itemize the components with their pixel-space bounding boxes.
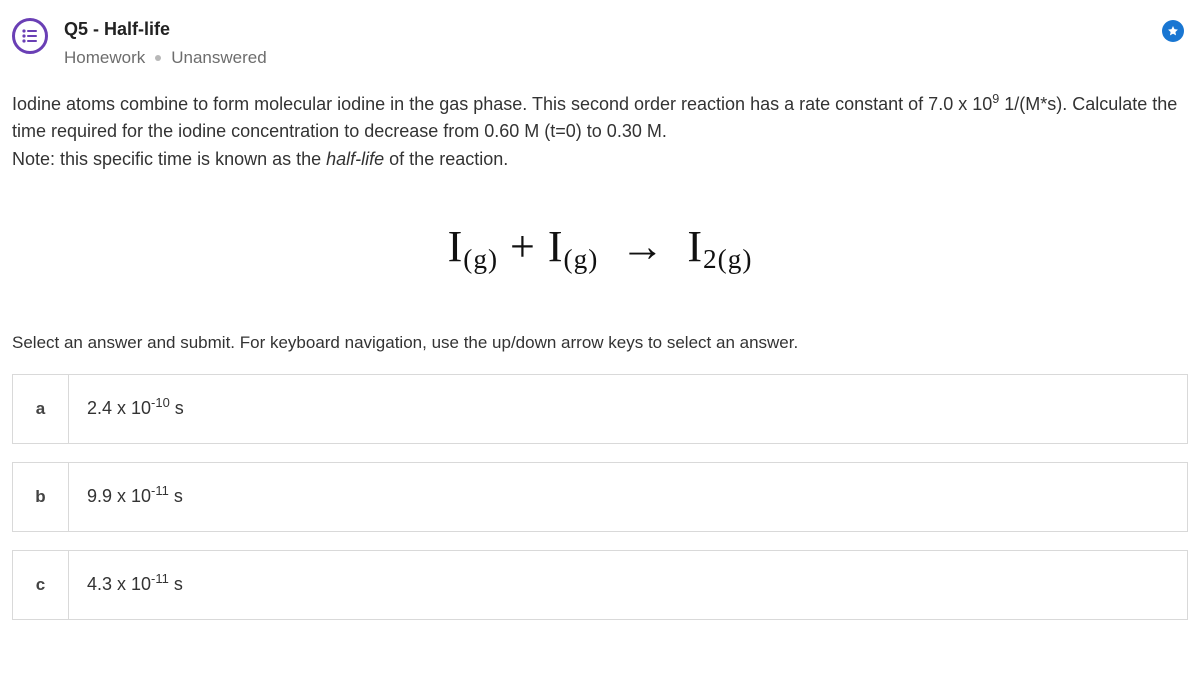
eq-lhs1-sub: (g) xyxy=(463,244,498,274)
option-coef: 9.9 x 10 xyxy=(87,486,151,506)
equation: I(g) + I(g) → I2(g) xyxy=(12,214,1188,280)
option-b[interactable]: b 9.9 x 10-11 s xyxy=(12,462,1188,532)
title-block: Q5 - Half-life Homework Unanswered xyxy=(64,16,1146,71)
arrow-icon: → xyxy=(620,214,665,280)
option-unit: s xyxy=(170,398,184,418)
question-category: Homework xyxy=(64,45,145,71)
option-text: 4.3 x 10-11 s xyxy=(69,551,1187,619)
option-text: 2.4 x 10-10 s xyxy=(69,375,1187,443)
eq-plus: + xyxy=(510,222,548,271)
option-unit: s xyxy=(169,486,183,506)
option-a[interactable]: a 2.4 x 10-10 s xyxy=(12,374,1188,444)
problem-line2b: of the reaction. xyxy=(384,149,508,169)
question-status: Unanswered xyxy=(171,45,266,71)
option-exp: -11 xyxy=(151,571,169,586)
problem-text: Iodine atoms combine to form molecular i… xyxy=(12,91,1188,175)
problem-line2a: Note: this specific time is known as the xyxy=(12,149,326,169)
separator-dot xyxy=(155,55,161,61)
option-coef: 2.4 x 10 xyxy=(87,398,151,418)
option-key: a xyxy=(13,375,69,443)
problem-emph: half-life xyxy=(326,149,384,169)
option-exp: -11 xyxy=(151,483,169,498)
eq-lhs2-base: I xyxy=(548,222,564,271)
eq-rhs-sub2: (g) xyxy=(718,244,753,274)
option-key: b xyxy=(13,463,69,531)
list-icon xyxy=(12,18,48,54)
eq-rhs-base: I xyxy=(687,222,703,271)
option-key: c xyxy=(13,551,69,619)
option-exp: -10 xyxy=(151,395,170,410)
option-text: 9.9 x 10-11 s xyxy=(69,463,1187,531)
answer-instruction: Select an answer and submit. For keyboar… xyxy=(12,330,1188,356)
options-list: a 2.4 x 10-10 s b 9.9 x 10-11 s c 4.3 x … xyxy=(12,374,1188,620)
eq-lhs1-base: I xyxy=(448,222,464,271)
option-coef: 4.3 x 10 xyxy=(87,574,151,594)
option-unit: s xyxy=(169,574,183,594)
eq-rhs-sub1: 2 xyxy=(703,244,718,274)
eq-lhs2-sub: (g) xyxy=(564,244,599,274)
option-c[interactable]: c 4.3 x 10-11 s xyxy=(12,550,1188,620)
problem-line1a: Iodine atoms combine to form molecular i… xyxy=(12,94,992,114)
star-icon[interactable] xyxy=(1162,20,1184,42)
question-title: Q5 - Half-life xyxy=(64,16,1146,43)
question-subline: Homework Unanswered xyxy=(64,45,1146,71)
question-header: Q5 - Half-life Homework Unanswered xyxy=(12,16,1188,71)
